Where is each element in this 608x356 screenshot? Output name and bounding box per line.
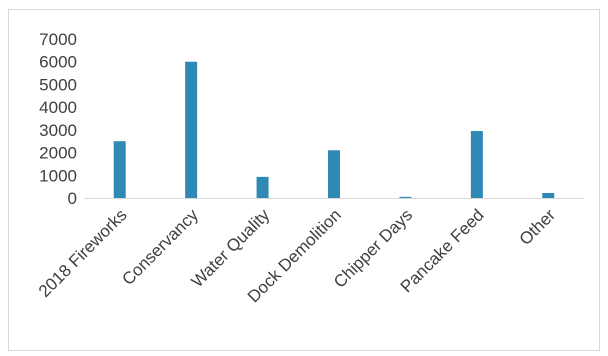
y-tick-label: 7000 <box>39 30 77 49</box>
x-category-label: 2018 Fireworks <box>35 205 131 301</box>
bar <box>185 61 198 198</box>
bar <box>256 176 269 198</box>
bars-group <box>113 61 555 198</box>
y-tick-label: 2000 <box>39 144 77 163</box>
y-tick-label: 5000 <box>39 75 77 94</box>
y-tick-label: 3000 <box>39 121 77 140</box>
bar <box>328 150 340 198</box>
y-tick-label: 0 <box>68 189 77 208</box>
y-tick-label: 4000 <box>39 98 77 117</box>
bar <box>470 130 483 198</box>
y-tick-label: 6000 <box>39 53 77 72</box>
bar <box>542 193 555 198</box>
bar <box>399 196 412 198</box>
bar-chart: 0 1000 2000 3000 4000 5000 6000 7000 2018 Firew… <box>35 30 584 306</box>
y-axis-ticks: 0 1000 2000 3000 4000 5000 6000 7000 <box>39 30 77 208</box>
x-category-label: Other <box>516 205 560 249</box>
bar <box>113 141 126 198</box>
y-tick-label: 1000 <box>39 166 77 185</box>
chart-area: 0 1000 2000 3000 4000 5000 6000 7000 2018 Firew… <box>8 9 600 351</box>
